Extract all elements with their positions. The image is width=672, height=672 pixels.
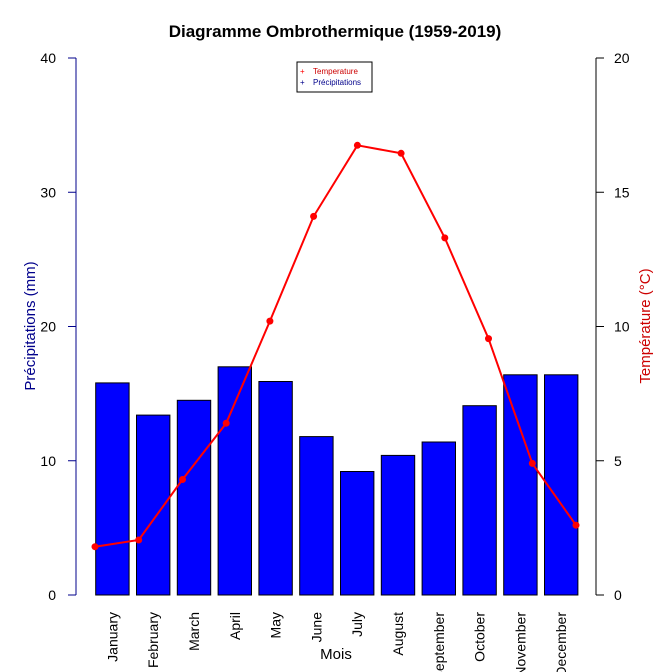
bar-december bbox=[544, 374, 579, 596]
x-tick-label: June bbox=[308, 612, 324, 643]
temperature-point-january bbox=[91, 543, 99, 551]
left-tick-label: 10 bbox=[40, 453, 56, 469]
left-tick-label: 20 bbox=[40, 319, 56, 335]
temperature-point-march bbox=[179, 476, 186, 483]
x-tick-label: April bbox=[227, 612, 243, 640]
legend-marker-precipitation: + bbox=[300, 78, 305, 87]
right-tick-label: 20 bbox=[614, 50, 630, 66]
bar-october bbox=[462, 405, 497, 596]
legend-label-precipitation: Précipitations bbox=[313, 78, 361, 87]
x-tick-label: August bbox=[390, 612, 406, 656]
temperature-point-june bbox=[310, 212, 318, 220]
right-tick-label: 15 bbox=[614, 184, 630, 200]
right-tick-label: 0 bbox=[614, 587, 622, 603]
legend-box bbox=[296, 61, 373, 93]
x-tick-label: March bbox=[186, 612, 202, 651]
temperature-point-november bbox=[528, 459, 536, 467]
bar-september bbox=[421, 441, 457, 596]
x-tick-label: October bbox=[472, 612, 488, 662]
temperature-point-september bbox=[441, 234, 449, 242]
temperature-point-february bbox=[135, 536, 143, 544]
right-axis-ticks: 0 5 10 15 20 bbox=[596, 50, 630, 603]
right-axis-title: Température (°C) bbox=[637, 268, 654, 383]
x-tick-label: May bbox=[268, 612, 284, 638]
legend-marker-temperature: + bbox=[300, 67, 305, 76]
x-tick-label: September bbox=[431, 612, 447, 672]
temperature-point-may bbox=[266, 317, 274, 325]
bar-may bbox=[258, 381, 293, 596]
bar-january bbox=[95, 382, 130, 596]
left-tick-label: 0 bbox=[48, 587, 56, 603]
left-axis-ticks: 0 10 20 30 40 bbox=[40, 50, 76, 603]
temperature-line bbox=[91, 141, 580, 551]
x-tick-label: January bbox=[104, 612, 120, 662]
left-axis-title: Précipitations (mm) bbox=[22, 261, 39, 390]
x-tick-label: February bbox=[145, 612, 161, 668]
temperature-series-line bbox=[94, 144, 577, 548]
bar-july bbox=[340, 471, 375, 596]
x-axis-ticks: January February March April May June July Augu… bbox=[104, 612, 569, 672]
legend: + Temperature + Précipitations bbox=[296, 61, 373, 93]
temperature-point-december bbox=[572, 521, 580, 529]
right-tick-label: 10 bbox=[614, 319, 630, 335]
temperature-point-october bbox=[485, 335, 492, 343]
x-axis-title: Mois bbox=[320, 646, 352, 663]
right-tick-label: 5 bbox=[614, 453, 622, 469]
bar-june bbox=[299, 436, 334, 596]
bar-march bbox=[176, 399, 212, 596]
x-tick-label: July bbox=[349, 612, 365, 637]
temperature-point-august bbox=[397, 149, 405, 157]
x-tick-label: December bbox=[553, 612, 569, 672]
bar-november bbox=[503, 374, 538, 596]
temperature-point-april bbox=[222, 419, 230, 427]
x-tick-label: November bbox=[512, 612, 528, 672]
chart-title: Diagramme Ombrothermique (1959-2019) bbox=[169, 22, 502, 41]
left-tick-label: 40 bbox=[40, 50, 56, 66]
precipitation-bars bbox=[95, 366, 579, 596]
left-tick-label: 30 bbox=[40, 184, 56, 200]
legend-label-temperature: Temperature bbox=[313, 67, 358, 76]
bar-august bbox=[380, 454, 416, 596]
temperature-point-july bbox=[353, 141, 361, 149]
